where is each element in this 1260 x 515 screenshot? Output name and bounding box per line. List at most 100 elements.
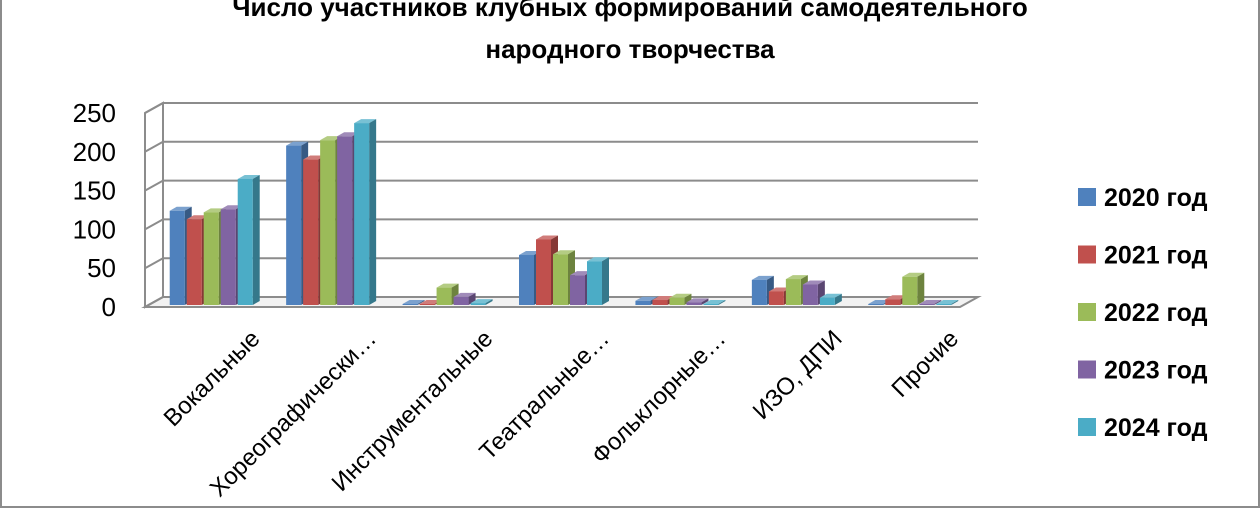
bar-front bbox=[453, 296, 469, 305]
bar bbox=[669, 293, 692, 305]
bar-front bbox=[802, 284, 818, 305]
bar-top bbox=[203, 208, 226, 213]
bar bbox=[751, 275, 774, 305]
legend-label: 2022 год bbox=[1104, 299, 1208, 327]
bars bbox=[169, 119, 959, 305]
y-tick-label: 250 bbox=[73, 98, 116, 128]
bar-top bbox=[237, 174, 260, 179]
bar-front bbox=[354, 123, 370, 305]
bar-side bbox=[602, 257, 609, 305]
bar-top bbox=[470, 299, 493, 304]
gridline bbox=[144, 296, 978, 308]
legend-label: 2024 год bbox=[1104, 414, 1208, 442]
bar-front bbox=[220, 209, 236, 305]
bar-top bbox=[703, 300, 726, 304]
bar bbox=[902, 272, 925, 305]
bar-front bbox=[470, 303, 486, 305]
bar-top bbox=[902, 272, 925, 277]
y-tick-label: 100 bbox=[73, 214, 116, 244]
bar-side bbox=[417, 300, 425, 305]
bar-top bbox=[354, 119, 377, 124]
bar bbox=[936, 300, 959, 305]
bar-front bbox=[902, 276, 918, 305]
bar-top bbox=[337, 132, 360, 137]
bar-top bbox=[286, 141, 309, 146]
bar-front bbox=[768, 291, 784, 305]
bar-front bbox=[635, 300, 651, 305]
bar-side bbox=[951, 300, 959, 305]
y-tick-label: 0 bbox=[102, 292, 116, 322]
legend-swatch bbox=[1078, 188, 1096, 206]
bar-front bbox=[536, 239, 551, 305]
bar bbox=[237, 174, 260, 305]
bar-top bbox=[652, 296, 675, 301]
bar bbox=[354, 119, 377, 305]
legend-swatch bbox=[1078, 245, 1096, 264]
bar-side bbox=[684, 293, 692, 305]
bar-top bbox=[885, 295, 908, 300]
bar-top bbox=[220, 205, 243, 210]
legend-swatch bbox=[1078, 418, 1096, 436]
bar-top bbox=[186, 215, 209, 220]
bar-top bbox=[402, 300, 425, 304]
bar-front bbox=[587, 261, 602, 305]
bar-front bbox=[402, 304, 418, 305]
bar-top bbox=[320, 136, 343, 141]
bar-top bbox=[570, 271, 592, 276]
legend: 2020 год 2021 год 2022 год 2023 год 2024 год bbox=[1078, 184, 1208, 442]
bar-top bbox=[536, 235, 558, 240]
bar-top bbox=[553, 250, 575, 255]
bar-front bbox=[868, 304, 884, 305]
bar-front bbox=[553, 254, 568, 305]
bar-front bbox=[936, 304, 952, 305]
bar-side bbox=[252, 174, 260, 305]
bar-top bbox=[936, 300, 959, 304]
legend-label: 2021 год bbox=[1104, 242, 1208, 270]
bar-top bbox=[751, 275, 774, 280]
bar-front bbox=[570, 275, 585, 305]
bar-top bbox=[169, 206, 192, 211]
bar-top bbox=[768, 287, 791, 292]
bar-top bbox=[419, 300, 442, 304]
legend-swatch bbox=[1078, 303, 1096, 321]
gridline bbox=[144, 257, 978, 270]
bar-front bbox=[785, 279, 801, 305]
y-axis: 0 50 100 150 200 250 bbox=[73, 98, 146, 322]
y-tick-label: 50 bbox=[87, 253, 116, 283]
bar-top bbox=[669, 293, 692, 298]
bar-front bbox=[286, 145, 302, 305]
bar-front bbox=[919, 304, 935, 305]
bar bbox=[919, 300, 942, 305]
bar bbox=[802, 280, 825, 305]
bar-front bbox=[885, 299, 901, 305]
bar-front bbox=[652, 300, 668, 305]
bar-side bbox=[718, 300, 726, 305]
bar bbox=[470, 299, 493, 305]
bar-front bbox=[169, 210, 185, 305]
bar-top bbox=[868, 300, 891, 304]
bar-front bbox=[320, 140, 336, 305]
bar-front bbox=[203, 212, 219, 305]
bar-front bbox=[303, 159, 319, 305]
gridlines bbox=[144, 102, 978, 308]
bar-top bbox=[686, 298, 709, 303]
bar-top bbox=[635, 296, 658, 301]
bar bbox=[587, 257, 609, 305]
legend-swatch bbox=[1078, 360, 1096, 379]
gridline bbox=[144, 140, 978, 153]
bar-top bbox=[802, 280, 825, 285]
bar-top bbox=[785, 275, 808, 280]
bar bbox=[686, 298, 709, 305]
bar-top bbox=[453, 292, 476, 297]
bar-front bbox=[819, 297, 835, 305]
gridline bbox=[144, 179, 978, 192]
bar-front bbox=[703, 304, 719, 305]
y-tick-label: 150 bbox=[73, 176, 116, 206]
bar-front bbox=[419, 304, 435, 305]
bar bbox=[402, 300, 425, 305]
bar-front bbox=[186, 219, 202, 305]
chart-title-line-1: Число участников клубных формирований са… bbox=[232, 0, 1028, 22]
bar-side bbox=[917, 272, 925, 305]
